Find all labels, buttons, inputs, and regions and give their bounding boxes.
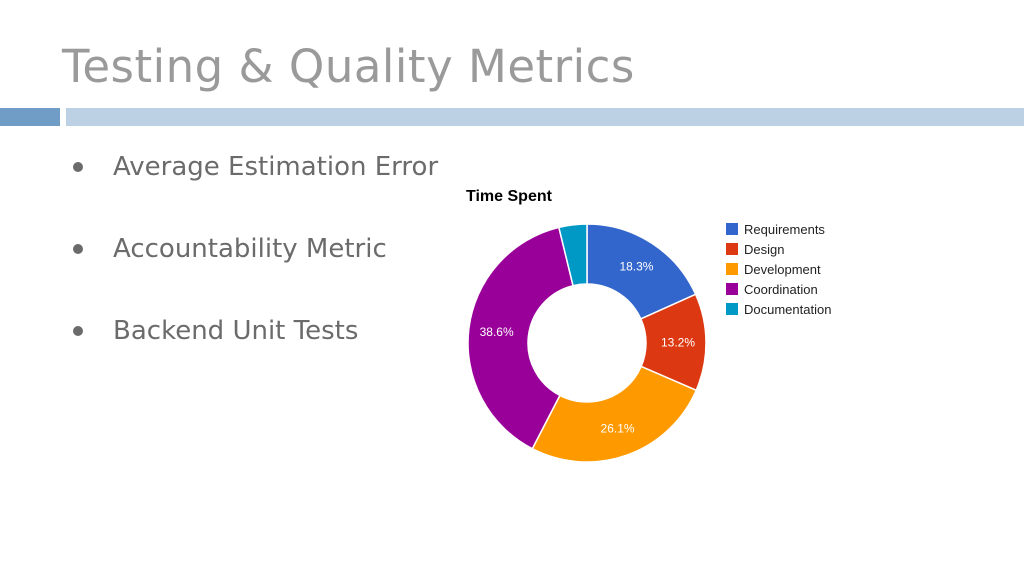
bullet-item: Accountability Metric bbox=[70, 230, 438, 268]
donut-slices bbox=[467, 223, 707, 463]
bullet-item: Backend Unit Tests bbox=[70, 312, 438, 350]
legend-label-coordination: Coordination bbox=[744, 282, 818, 297]
chart-legend: Requirements Design Development Coordinatio… bbox=[726, 222, 831, 317]
slice-labels: 18.3% 13.2% 26.1% 38.6% bbox=[480, 260, 696, 436]
bullet-item: Average Estimation Error bbox=[70, 148, 438, 186]
slice-label-requirements: 18.3% bbox=[619, 260, 653, 274]
slice-label-design: 13.2% bbox=[661, 335, 695, 349]
legend-swatch-design bbox=[726, 243, 738, 255]
slice-development bbox=[531, 365, 698, 463]
title-band-accent bbox=[0, 108, 60, 126]
legend-swatch-documentation bbox=[726, 303, 738, 315]
slice-label-development: 26.1% bbox=[601, 422, 635, 436]
bullet-dot-icon bbox=[73, 162, 83, 172]
chart-title: Time Spent bbox=[466, 188, 553, 205]
slice-label-coordination: 38.6% bbox=[480, 325, 514, 339]
legend-label-design: Design bbox=[744, 242, 784, 257]
bullet-text: Backend Unit Tests bbox=[113, 316, 359, 346]
legend-label-requirements: Requirements bbox=[744, 222, 825, 237]
bullet-dot-icon bbox=[73, 244, 83, 254]
title-band bbox=[66, 108, 1024, 126]
slide-title: Testing & Quality Metrics bbox=[62, 40, 635, 93]
bullet-dot-icon bbox=[73, 326, 83, 336]
bullet-text: Average Estimation Error bbox=[113, 152, 439, 182]
donut-chart-svg: Time Spent 18.3% 13.2% 26.1% 38.6% Requirem… bbox=[466, 188, 831, 463]
legend-swatch-development bbox=[726, 263, 738, 275]
legend-swatch-coordination bbox=[726, 283, 738, 295]
legend-label-development: Development bbox=[744, 262, 821, 277]
legend-label-documentation: Documentation bbox=[744, 302, 831, 317]
slice-requirements bbox=[586, 223, 697, 320]
legend-swatch-requirements bbox=[726, 223, 738, 235]
slice-coordination bbox=[467, 226, 574, 450]
bullet-text: Accountability Metric bbox=[113, 234, 387, 264]
bullet-list: Average Estimation Error Accountability … bbox=[70, 148, 438, 394]
slice-documentation bbox=[557, 223, 588, 287]
time-spent-chart: Time Spent 18.3% 13.2% 26.1% 38.6% Requirem… bbox=[440, 170, 900, 480]
